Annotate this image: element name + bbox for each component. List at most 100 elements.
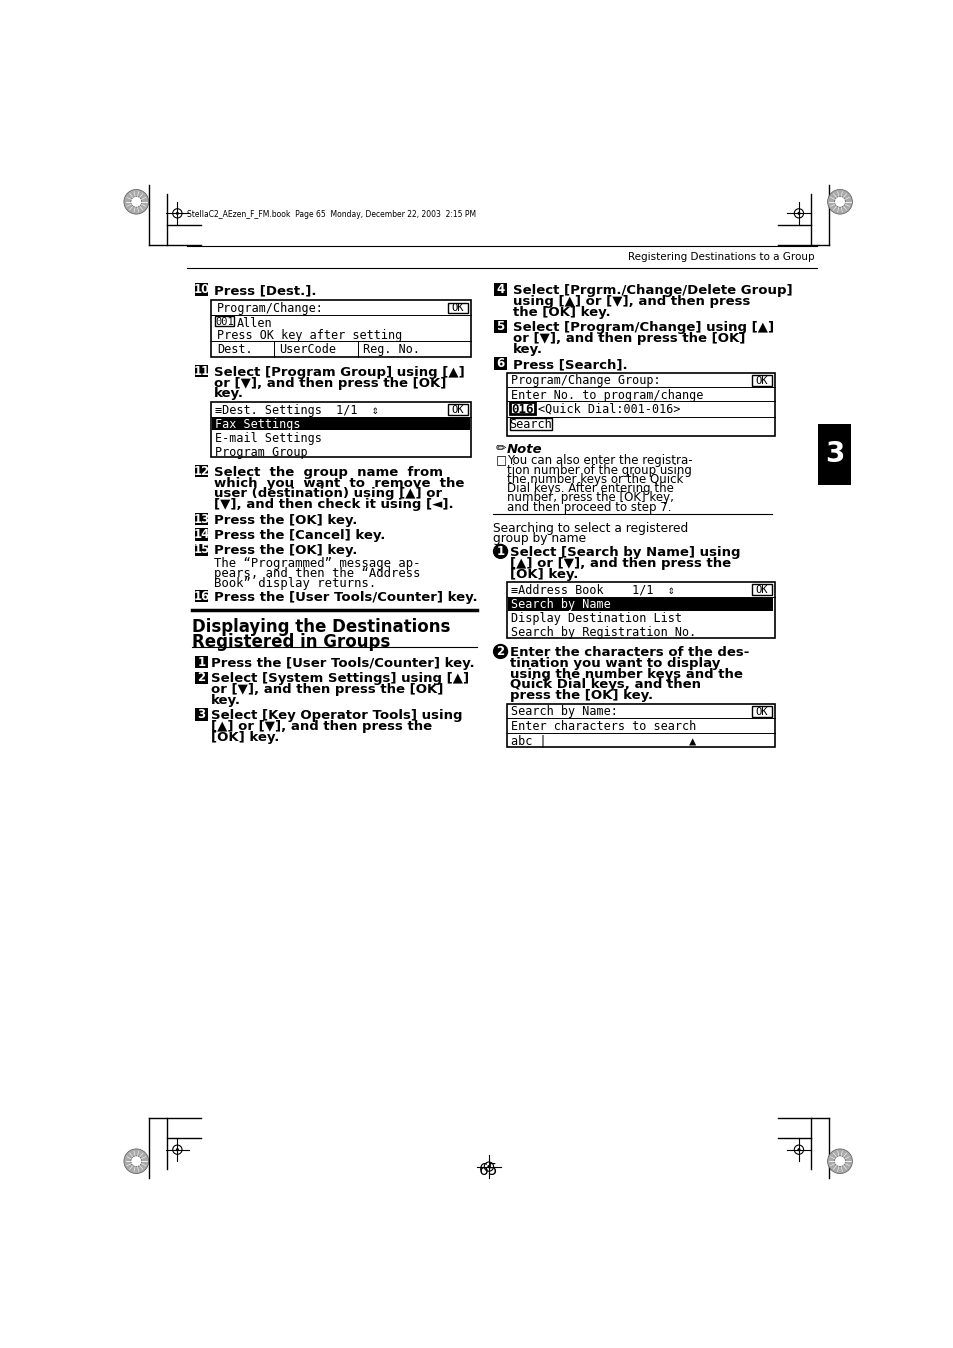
Text: Reg. No.: Reg. No. [362, 344, 419, 356]
Text: and then proceed to step 7.: and then proceed to step 7. [506, 500, 671, 514]
Text: Enter characters to search: Enter characters to search [511, 720, 696, 733]
Text: Press the [User Tools/Counter] key.: Press the [User Tools/Counter] key. [213, 590, 476, 604]
Text: 14: 14 [193, 528, 210, 541]
Text: Search by Name:: Search by Name: [511, 705, 618, 718]
Text: □: □ [496, 454, 506, 468]
Bar [506, 704, 774, 747]
Bar [447, 404, 468, 415]
Text: Press the [OK] key.: Press the [OK] key. [213, 545, 356, 558]
Bar [195, 512, 208, 526]
Bar [494, 283, 506, 295]
Text: number, press the [OK] key,: number, press the [OK] key, [506, 491, 673, 504]
Bar [508, 597, 773, 611]
Text: OK: OK [755, 706, 767, 717]
Text: Press the [Cancel] key.: Press the [Cancel] key. [213, 528, 385, 542]
Bar [195, 465, 208, 477]
Bar [195, 543, 208, 555]
Text: 11: 11 [193, 365, 210, 377]
Text: Press [Dest.].: Press [Dest.]. [213, 284, 316, 297]
Text: [OK] key.: [OK] key. [509, 568, 578, 581]
Text: ≡Dest. Settings  1/1  ⇕: ≡Dest. Settings 1/1 ⇕ [215, 403, 379, 417]
Circle shape [797, 212, 800, 214]
Text: OK: OK [451, 406, 464, 415]
Circle shape [827, 190, 852, 214]
Text: 3: 3 [824, 441, 843, 468]
Text: Select [Program/Change] using [▲]: Select [Program/Change] using [▲] [513, 321, 773, 334]
Text: 6: 6 [496, 357, 504, 369]
Bar [195, 283, 208, 295]
Text: 1: 1 [197, 655, 205, 669]
Circle shape [493, 644, 507, 658]
Text: The “Programmed” message ap-: The “Programmed” message ap- [213, 557, 420, 570]
Text: Enter No. to program/change: Enter No. to program/change [511, 390, 703, 402]
Bar [215, 315, 233, 326]
Circle shape [124, 1148, 149, 1174]
Circle shape [797, 1148, 800, 1151]
Text: press the [OK] key.: press the [OK] key. [509, 689, 652, 702]
Circle shape [487, 1165, 490, 1169]
Text: key.: key. [211, 694, 240, 706]
Text: 2: 2 [496, 644, 504, 658]
Text: group by name: group by name [493, 532, 585, 545]
Text: Press the [OK] key.: Press the [OK] key. [213, 514, 356, 527]
Text: Search by Registration No.: Search by Registration No. [511, 625, 696, 639]
Text: Dial keys. After entering the: Dial keys. After entering the [506, 483, 673, 495]
Text: Searching to select a registered: Searching to select a registered [493, 522, 687, 535]
Text: [OK] key.: [OK] key. [211, 731, 279, 744]
Text: 3: 3 [197, 708, 205, 721]
Bar [195, 365, 208, 377]
Bar [509, 402, 534, 414]
Text: 2: 2 [197, 671, 205, 685]
Bar [751, 706, 771, 717]
Text: [▲] or [▼], and then press the: [▲] or [▼], and then press the [509, 557, 730, 570]
Bar [751, 375, 771, 386]
Text: Program/Change Group:: Program/Change Group: [511, 375, 660, 387]
Text: tination you want to display: tination you want to display [509, 656, 720, 670]
Bar [506, 582, 774, 638]
Text: OK: OK [451, 303, 464, 314]
Text: Press the [User Tools/Counter] key.: Press the [User Tools/Counter] key. [211, 656, 474, 670]
Text: 13: 13 [193, 512, 210, 526]
Text: or [▼], and then press the [OK]: or [▼], and then press the [OK] [513, 332, 744, 345]
Text: Registering Destinations to a Group: Registering Destinations to a Group [627, 252, 814, 263]
Text: 15: 15 [193, 543, 210, 557]
Text: using the number keys and the: using the number keys and the [509, 667, 742, 681]
Text: Select [Prgrm./Change/Delete Group]: Select [Prgrm./Change/Delete Group] [513, 284, 792, 297]
Text: OK: OK [755, 585, 767, 596]
Bar [195, 709, 208, 721]
Text: key.: key. [213, 387, 244, 400]
Text: Search by Name: Search by Name [511, 599, 611, 612]
Text: Displaying the Destinations: Displaying the Destinations [192, 619, 450, 636]
Bar [509, 418, 551, 430]
Text: ✏: ✏ [496, 442, 506, 456]
Text: Dest.: Dest. [216, 344, 253, 356]
Circle shape [834, 197, 844, 208]
Text: pears, and then the “Address: pears, and then the “Address [213, 566, 420, 580]
Bar [211, 402, 471, 457]
Circle shape [175, 212, 179, 214]
Text: [▼], and then check it using [◄].: [▼], and then check it using [◄]. [213, 499, 453, 511]
Text: the [OK] key.: the [OK] key. [513, 306, 610, 318]
Bar [212, 418, 469, 430]
Text: 1: 1 [496, 545, 504, 558]
Bar [506, 373, 774, 435]
Bar [494, 321, 506, 333]
Text: StellaC2_AEzen_F_FM.book  Page 65  Monday, December 22, 2003  2:15 PM: StellaC2_AEzen_F_FM.book Page 65 Monday,… [187, 210, 476, 218]
Bar [211, 301, 471, 357]
Text: user (destination) using [▲] or: user (destination) using [▲] or [213, 488, 441, 500]
Text: Select [Search by Name] using: Select [Search by Name] using [509, 546, 740, 559]
Text: 4: 4 [496, 283, 504, 297]
Text: UserCode: UserCode [278, 344, 335, 356]
Text: 10: 10 [193, 283, 210, 297]
Text: E-mail Settings: E-mail Settings [215, 431, 322, 445]
Text: using [▲] or [▼], and then press: using [▲] or [▼], and then press [513, 295, 750, 307]
Text: ≡Address Book    1/1  ⇕: ≡Address Book 1/1 ⇕ [511, 584, 675, 597]
Text: key.: key. [513, 342, 542, 356]
Circle shape [493, 545, 507, 558]
Text: [▲] or [▼], and then press the: [▲] or [▼], and then press the [211, 720, 432, 733]
Text: 12: 12 [193, 465, 210, 477]
Bar [195, 528, 208, 541]
Text: abc |                    ▲: abc | ▲ [511, 735, 696, 748]
Bar [195, 656, 208, 669]
Text: Select [System Settings] using [▲]: Select [System Settings] using [▲] [211, 673, 468, 685]
